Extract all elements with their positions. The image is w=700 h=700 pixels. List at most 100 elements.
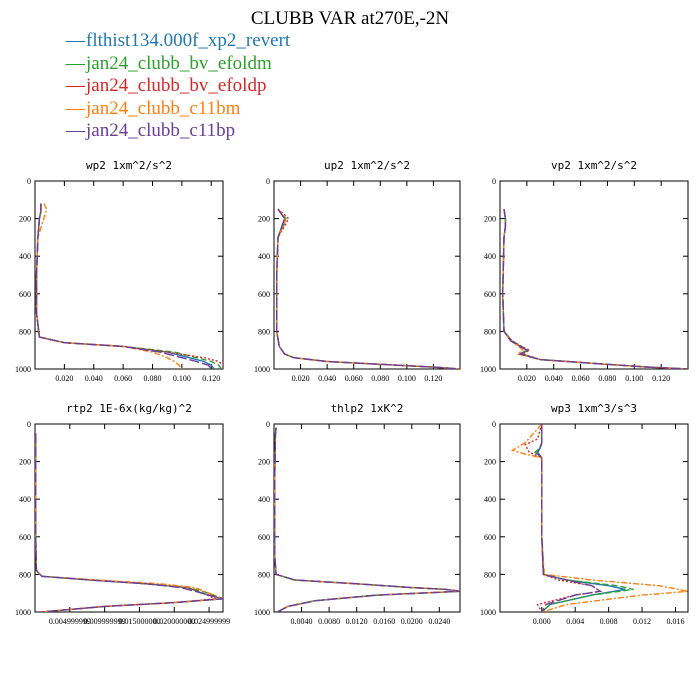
series-line bbox=[35, 433, 217, 612]
chart-panel: up2 1xm^2/s^2 0 200 400 600 800 1000 0.020 0.040… bbox=[254, 159, 461, 383]
y-tick-label: 800 bbox=[484, 327, 496, 336]
x-tick-label: 0.020 bbox=[292, 374, 310, 383]
x-tick-label: 0.024999999 bbox=[188, 617, 230, 626]
y-tick-label: 400 bbox=[258, 252, 270, 261]
y-tick-label: 400 bbox=[484, 495, 496, 504]
x-tick-label: 0.0200 bbox=[401, 617, 423, 626]
x-tick-label: 0.080 bbox=[144, 374, 162, 383]
legend-label: jan24_clubb_bv_efoldp bbox=[86, 75, 267, 96]
series-line bbox=[276, 208, 460, 369]
series-line bbox=[501, 209, 688, 369]
x-tick-label: 0.016 bbox=[666, 617, 684, 626]
panel-title: wp3 1xm^3/s^3 bbox=[551, 402, 637, 415]
x-tick-label: 0.000 bbox=[533, 617, 551, 626]
x-tick-label: 0.009999999 bbox=[84, 617, 126, 626]
series-line bbox=[35, 203, 212, 369]
series-line bbox=[35, 203, 215, 369]
series-line bbox=[533, 424, 626, 612]
y-tick-label: 0 bbox=[266, 177, 270, 186]
y-tick-label: 1000 bbox=[254, 608, 270, 617]
series-line bbox=[35, 203, 223, 369]
y-tick-label: 600 bbox=[19, 290, 31, 299]
panel-frame bbox=[34, 423, 224, 613]
y-tick-label: 1000 bbox=[254, 365, 270, 374]
x-tick-label: 0.004 bbox=[566, 617, 584, 626]
y-tick-label: 600 bbox=[258, 533, 270, 542]
x-tick-label: 0.040 bbox=[318, 374, 336, 383]
legend-entry: —flthist134.000f_xp2_revert bbox=[66, 30, 290, 53]
y-tick-label: 200 bbox=[258, 458, 270, 467]
y-tick-label: 200 bbox=[19, 458, 31, 467]
legend-label: jan24_clubb_c11bp bbox=[86, 120, 236, 141]
series-line bbox=[536, 424, 603, 612]
legend-label: jan24_clubb_bv_efoldm bbox=[86, 52, 272, 74]
chart-panel: rtp2 1E-6x(kg/kg)^2 0 200 400 600 800 1000 0.00… bbox=[15, 402, 230, 626]
y-tick-label: 1000 bbox=[15, 365, 31, 374]
x-tick-label: 0.080 bbox=[371, 374, 389, 383]
legend-label: jan24_clubb_c11bm bbox=[86, 97, 241, 119]
x-tick-label: 0.012 bbox=[633, 617, 651, 626]
y-tick-label: 0 bbox=[27, 177, 31, 186]
y-tick-label: 0 bbox=[266, 420, 270, 429]
series-line bbox=[35, 433, 223, 612]
series-line bbox=[501, 209, 688, 369]
y-tick-label: 1000 bbox=[480, 608, 496, 617]
y-tick-label: 1000 bbox=[15, 608, 31, 617]
x-tick-label: 0.020 bbox=[55, 374, 73, 383]
y-tick-label: 200 bbox=[484, 215, 496, 224]
series-line bbox=[524, 424, 603, 612]
x-tick-label: 0.040 bbox=[545, 374, 563, 383]
series-line bbox=[35, 203, 183, 369]
y-tick-label: 600 bbox=[19, 533, 31, 542]
x-tick-label: 0.015000000 bbox=[118, 617, 160, 626]
series-line bbox=[276, 208, 460, 369]
x-tick-label: 0.100 bbox=[625, 374, 643, 383]
chart-panel: thlp2 1xK^2 0 200 400 600 800 1000 0.0040 0.0080… bbox=[254, 402, 461, 626]
y-tick-label: 400 bbox=[19, 495, 31, 504]
legend-entry: —jan24_clubb_bv_efoldp bbox=[66, 75, 290, 98]
panel-frame bbox=[499, 180, 689, 370]
series-line bbox=[35, 433, 223, 612]
panel-frame bbox=[499, 423, 689, 613]
y-tick-label: 800 bbox=[258, 570, 270, 579]
series-line bbox=[501, 209, 688, 369]
x-tick-label: 0.0040 bbox=[291, 617, 313, 626]
y-tick-label: 200 bbox=[19, 215, 31, 224]
y-tick-label: 600 bbox=[258, 290, 270, 299]
chart-panel: vp2 1xm^2/s^2 0 200 400 600 800 1000 0.020 0.040… bbox=[480, 159, 689, 383]
x-tick-label: 0.0240 bbox=[428, 617, 450, 626]
x-tick-label: 0.0160 bbox=[373, 617, 395, 626]
y-tick-label: 800 bbox=[19, 327, 31, 336]
x-tick-label: 0.020 bbox=[518, 374, 536, 383]
series-line bbox=[274, 427, 460, 612]
y-tick-label: 200 bbox=[258, 215, 270, 224]
y-tick-label: 800 bbox=[258, 327, 270, 336]
x-tick-label: 0.0120 bbox=[346, 617, 368, 626]
x-tick-label: 0.0080 bbox=[318, 617, 340, 626]
series-line bbox=[501, 209, 688, 369]
y-tick-label: 800 bbox=[19, 570, 31, 579]
panel-frame bbox=[273, 180, 461, 370]
series-line bbox=[276, 208, 460, 369]
y-tick-label: 400 bbox=[258, 495, 270, 504]
panel-frame bbox=[273, 423, 461, 613]
panel-title: rtp2 1E-6x(kg/kg)^2 bbox=[66, 402, 192, 415]
y-tick-label: 0 bbox=[27, 420, 31, 429]
y-tick-label: 400 bbox=[484, 252, 496, 261]
x-tick-label: 0.120 bbox=[202, 374, 220, 383]
y-tick-label: 0 bbox=[492, 420, 496, 429]
x-tick-label: 0.004999999 bbox=[49, 617, 91, 626]
y-tick-label: 400 bbox=[19, 252, 31, 261]
legend: —flthist134.000f_xp2_revert —jan24_clubb… bbox=[66, 30, 290, 143]
x-tick-label: 0.060 bbox=[114, 374, 132, 383]
series-line bbox=[35, 433, 223, 612]
series-line bbox=[276, 208, 460, 369]
y-tick-label: 600 bbox=[484, 290, 496, 299]
figure-title: CLUBB VAR at270E,-2N bbox=[250, 8, 450, 29]
x-tick-label: 0.120 bbox=[652, 374, 670, 383]
x-tick-label: 0.060 bbox=[572, 374, 590, 383]
chart-panel: wp3 1xm^3/s^3 0 200 400 600 800 1000 0.000 0.004… bbox=[480, 402, 689, 626]
x-tick-label: 0.060 bbox=[345, 374, 363, 383]
panel-title: wp2 1xm^2/s^2 bbox=[86, 159, 172, 172]
